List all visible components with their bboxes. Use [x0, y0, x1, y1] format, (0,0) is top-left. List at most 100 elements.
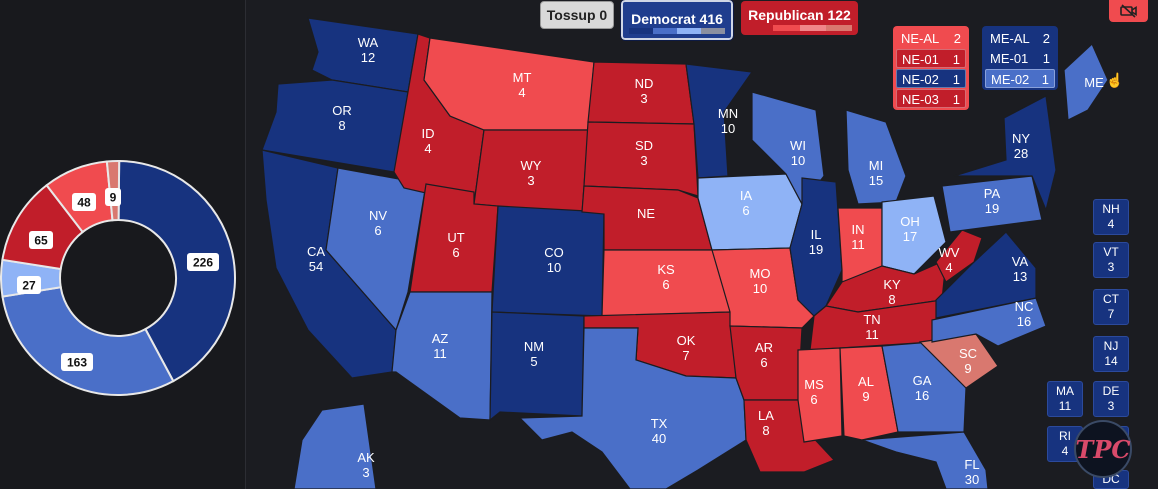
- state-ms[interactable]: [797, 347, 843, 443]
- state-label-ne: NE: [637, 206, 655, 221]
- state-label-or: OR 8: [332, 103, 352, 133]
- donut-segment-label: 27: [17, 276, 41, 294]
- democrat-total-label: Democrat 416: [631, 11, 723, 27]
- democrat-total-button[interactable]: Democrat 416: [620, 0, 734, 41]
- state-label-ca: CA 54: [307, 244, 325, 274]
- state-label-ky: KY 8: [883, 277, 901, 307]
- state-label-az: AZ 11: [432, 331, 449, 361]
- state-label-nc: NC 16: [1015, 299, 1034, 329]
- district-name: NE-01: [902, 52, 939, 67]
- district-row-ne-02[interactable]: NE-02 1: [896, 69, 966, 88]
- small-state-ev: 11: [1058, 399, 1072, 413]
- state-ak[interactable]: [293, 403, 377, 489]
- district-ev: 1: [952, 52, 960, 67]
- tpc-logo-text: TPC: [1075, 434, 1131, 464]
- state-mn[interactable]: [685, 63, 754, 179]
- district-ev: 1: [952, 92, 960, 107]
- small-state-vt[interactable]: VT 3: [1093, 242, 1129, 278]
- small-state-nh[interactable]: NH 4: [1093, 199, 1129, 235]
- small-state-ct[interactable]: CT 7: [1093, 289, 1129, 325]
- maine-districts-panel: ME-AL 2 ME-01 1 ME-02 1: [982, 26, 1058, 90]
- state-label-id: ID 4: [422, 126, 435, 156]
- svg-text:48: 48: [77, 196, 91, 210]
- state-nm[interactable]: [489, 311, 585, 422]
- state-label-mn: MN 10: [718, 106, 738, 136]
- state-label-mo: MO 10: [750, 266, 771, 296]
- us-electoral-map: WA 12 OR 8 CA 54 NV 6 ID 4 MT 4 WY 3 UT 6 AZ 11 CO 10 NM 5 ND 3…: [261, 17, 1109, 489]
- district-ev: 2: [1042, 31, 1050, 46]
- state-label-il: IL 19: [809, 227, 823, 257]
- state-label-ak: AK 3: [357, 450, 375, 480]
- small-state-ev: 4: [1061, 444, 1069, 458]
- state-mi[interactable]: [845, 109, 907, 205]
- state-label-ok: OK 7: [677, 333, 696, 363]
- donut-segment: [1, 286, 175, 396]
- small-state-ma[interactable]: MA 11: [1047, 381, 1083, 417]
- state-label-ms: MS 6: [804, 377, 824, 407]
- donut-segment-label: 9: [105, 188, 121, 206]
- donut-segment-label: 65: [29, 231, 53, 249]
- svg-text:27: 27: [22, 279, 36, 293]
- district-ev: 2: [953, 31, 961, 46]
- state-ny[interactable]: [953, 95, 1057, 212]
- svg-text:65: 65: [34, 234, 48, 248]
- state-label-wi: WI 10: [790, 138, 806, 168]
- small-state-ev: 3: [1107, 260, 1115, 274]
- state-label-nd: ND 3: [635, 76, 654, 106]
- state-label-me: ME: [1084, 75, 1104, 90]
- district-row-ne-al[interactable]: NE-AL 2: [896, 29, 966, 48]
- state-label-sd: SD 3: [635, 138, 653, 168]
- tossup-total-button[interactable]: Tossup 0: [540, 1, 614, 29]
- state-label-oh: OH 17: [900, 214, 920, 244]
- state-label-in: IN 11: [851, 222, 865, 252]
- district-row-ne-03[interactable]: NE-03 1: [896, 89, 966, 108]
- state-label-la: LA 8: [758, 408, 774, 438]
- district-row-me-02[interactable]: ME-02 1: [985, 69, 1055, 88]
- state-tx[interactable]: [518, 327, 747, 489]
- state-label-nv: NV 6: [369, 208, 387, 238]
- small-state-abbr: MA: [1056, 384, 1074, 398]
- democrat-rating-bar: [629, 28, 725, 34]
- district-name: ME-01: [990, 51, 1029, 66]
- small-state-ev: 7: [1107, 307, 1115, 321]
- district-row-me-01[interactable]: ME-01 1: [985, 49, 1055, 68]
- state-label-co: CO 10: [544, 245, 564, 275]
- state-wv[interactable]: [935, 229, 983, 283]
- state-label-tn: TN 11: [863, 312, 880, 342]
- svg-text:9: 9: [110, 191, 117, 205]
- donut-segment-label: 163: [61, 353, 93, 371]
- small-state-de[interactable]: DE 3: [1093, 381, 1129, 417]
- district-name: ME-02: [991, 72, 1030, 87]
- district-ev: 1: [1042, 51, 1050, 66]
- state-pa[interactable]: [941, 175, 1043, 233]
- state-me[interactable]: [1063, 42, 1109, 121]
- svg-text:226: 226: [193, 256, 213, 270]
- state-mt[interactable]: [423, 37, 595, 131]
- camera-off-icon: [1119, 4, 1137, 18]
- donut-panel: 226 163 27 65 48 9: [0, 0, 246, 489]
- small-state-nj[interactable]: NJ 14: [1093, 336, 1129, 372]
- district-row-ne-01[interactable]: NE-01 1: [896, 49, 966, 68]
- state-fl[interactable]: [861, 431, 989, 489]
- district-ev: 1: [1041, 72, 1049, 87]
- small-state-ev: 14: [1104, 354, 1118, 368]
- donut-chart: 226 163 27 65 48 9: [0, 159, 236, 396]
- small-state-abbr: RI: [1059, 429, 1071, 443]
- district-row-me-al[interactable]: ME-AL 2: [985, 29, 1055, 48]
- state-ia[interactable]: [697, 173, 803, 251]
- district-name: ME-AL: [990, 31, 1030, 46]
- republican-rating-bar: [747, 25, 852, 31]
- district-ev: 1: [952, 72, 960, 87]
- small-state-ev: 3: [1107, 399, 1115, 413]
- small-state-abbr: DE: [1102, 384, 1120, 398]
- state-oh[interactable]: [881, 195, 947, 275]
- district-name: NE-02: [902, 72, 939, 87]
- state-label-ut: UT 6: [447, 230, 464, 260]
- camera-off-button[interactable]: [1109, 0, 1148, 22]
- state-al[interactable]: [839, 345, 899, 441]
- small-state-ev: 4: [1107, 217, 1115, 231]
- republican-total-button[interactable]: Republican 122: [741, 1, 858, 35]
- state-sd[interactable]: [583, 121, 699, 197]
- state-label-sc: SC 9: [959, 346, 977, 376]
- mouse-cursor-icon: ☝: [1106, 72, 1124, 88]
